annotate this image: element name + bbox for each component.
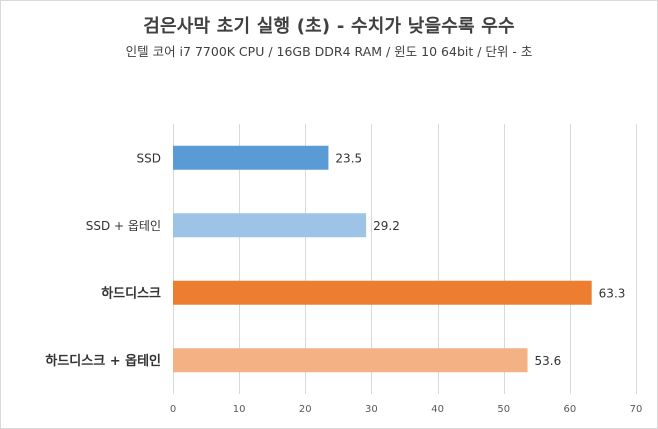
bar	[173, 213, 367, 238]
x-tick-label: 40	[431, 404, 444, 415]
bar	[173, 145, 329, 170]
labels: 0 10 20 30 40 50 60 70 SSD 23.5 SSD + 옵테인 29.2 하드디스크…	[45, 151, 642, 415]
x-tick-label: 30	[365, 404, 378, 415]
bar	[173, 348, 528, 373]
bars	[173, 145, 592, 373]
category-label: SSD	[137, 151, 161, 165]
data-label: 53.6	[535, 354, 562, 368]
data-label: 23.5	[335, 151, 362, 165]
x-tick-label: 10	[233, 404, 246, 415]
x-tick-label: 0	[170, 404, 176, 415]
category-label: 하드디스크	[101, 285, 161, 301]
x-tick-label: 70	[630, 404, 643, 415]
category-label: 하드디스크 + 옵테인	[45, 353, 161, 369]
chart-title: 검은사막 초기 실행 (초) - 수치가 낮을수록 우수	[143, 16, 515, 37]
bar	[173, 280, 592, 305]
x-tick-label: 50	[497, 404, 510, 415]
x-tick-label: 20	[299, 404, 312, 415]
data-label: 29.2	[373, 219, 400, 233]
category-label: SSD + 옵테인	[86, 219, 161, 233]
x-tick-label: 60	[563, 404, 576, 415]
data-label: 63.3	[599, 286, 626, 300]
chart-subtitle: 인텔 코어 i7 7700K CPU / 16GB DDR4 RAM / 윈도 …	[125, 44, 533, 59]
